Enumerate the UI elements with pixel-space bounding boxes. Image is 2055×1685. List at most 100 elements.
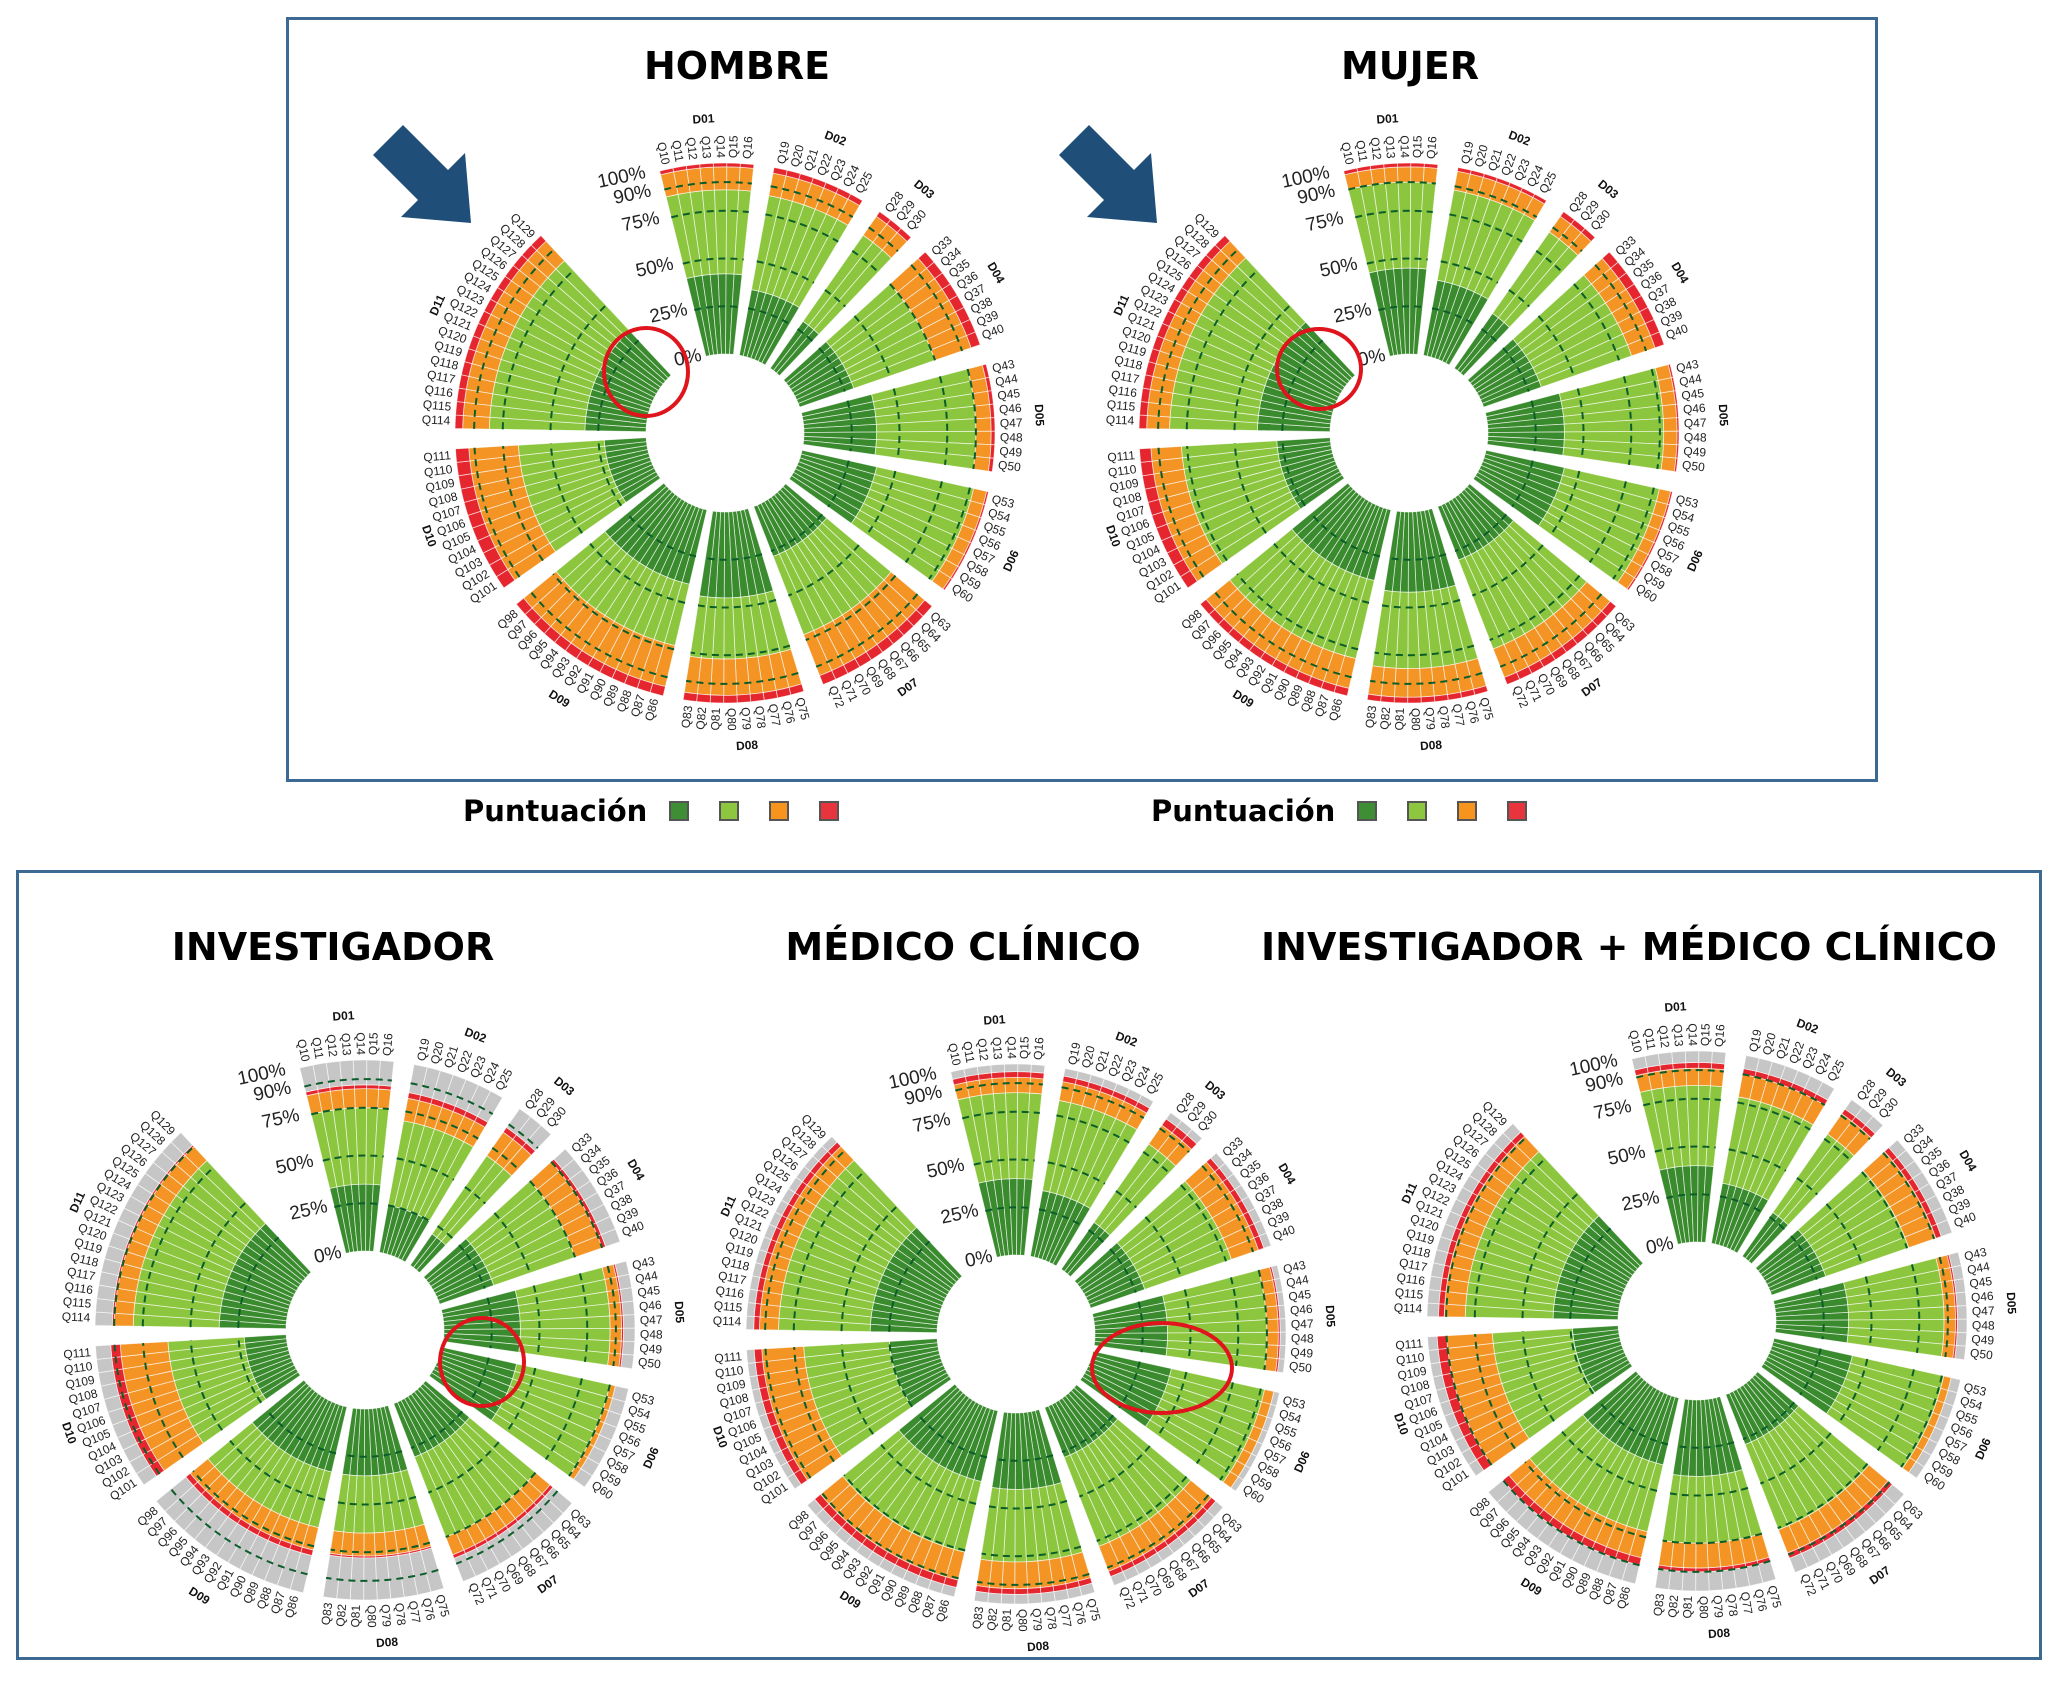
legend-swatch-orange xyxy=(1457,801,1478,821)
bar-segment-red xyxy=(1139,447,1153,463)
gridline-50 xyxy=(697,598,777,609)
bar-segment-red xyxy=(1017,1071,1032,1079)
gridline-90 xyxy=(455,1490,559,1565)
gridline-50 xyxy=(756,260,815,284)
gridline-25 xyxy=(797,328,814,342)
bar-segment-grey xyxy=(1000,1593,1016,1605)
gridline-90 xyxy=(473,447,521,578)
question-label: Q87 xyxy=(268,1590,288,1616)
bar-segment-grey xyxy=(1955,1291,1967,1307)
gridline-90 xyxy=(910,264,964,352)
bar-segment-red xyxy=(456,460,473,477)
bar-segment-red xyxy=(749,692,765,703)
question-label: Q12 xyxy=(1656,1024,1673,1049)
question-label: Q79 xyxy=(378,1604,394,1628)
domain-label: D05 xyxy=(1323,1305,1338,1328)
domain-label: D04 xyxy=(1275,1161,1298,1187)
gridline-90 xyxy=(966,368,977,470)
bar-segment-grey xyxy=(1681,1571,1697,1592)
question-label: Q46 xyxy=(1289,1302,1313,1318)
question-label: Q16 xyxy=(1712,1023,1728,1047)
question-label: Q76 xyxy=(1463,700,1482,726)
gridline-50 xyxy=(1381,598,1461,609)
question-label: Q19 xyxy=(414,1037,432,1062)
scale-label: 50% xyxy=(1318,253,1360,281)
domain-label: D02 xyxy=(823,128,849,149)
question-label: Q15 xyxy=(726,135,741,158)
question-label: Q81 xyxy=(1392,707,1407,730)
question-label: Q75 xyxy=(1477,696,1497,722)
bar-segment-red xyxy=(1410,162,1425,168)
bar-segment-red xyxy=(942,577,953,591)
question-label: Q21 xyxy=(1485,147,1505,173)
center-hole xyxy=(646,354,804,512)
bar-segment-red xyxy=(1393,696,1409,704)
domain-label: D06 xyxy=(1000,548,1022,574)
gridline-50 xyxy=(493,1212,531,1274)
gridline-75 xyxy=(310,1106,389,1116)
bar-segment-grey xyxy=(1279,1331,1287,1347)
bar-segment-grey xyxy=(95,1298,115,1314)
bar-segment-red xyxy=(1141,473,1157,490)
bar-segment-orange xyxy=(723,658,738,696)
bar-segment-red xyxy=(1685,1062,1700,1069)
gridline-25 xyxy=(846,400,853,452)
gridline-90 xyxy=(815,593,919,668)
question-label: Q20 xyxy=(428,1040,447,1066)
question-label: Q16 xyxy=(380,1032,396,1056)
gridline-25 xyxy=(345,1450,403,1458)
bottom-panel-frame xyxy=(16,870,2042,1660)
gridline-25 xyxy=(1378,305,1423,311)
bar-segment-grey xyxy=(1429,1361,1443,1378)
gridline-25 xyxy=(1480,328,1498,342)
legend-label: Puntuación xyxy=(1151,794,1336,828)
question-label: Q114 xyxy=(1394,1301,1423,1316)
gridline-25 xyxy=(334,1202,379,1208)
bar-segment-orange xyxy=(1370,167,1386,186)
gridline-25 xyxy=(437,1225,454,1239)
question-label: Q117 xyxy=(1110,367,1141,386)
bar-segment-red xyxy=(1383,162,1398,169)
bar-segment-red xyxy=(353,1084,368,1090)
scale-label: 25% xyxy=(939,1200,981,1228)
bar-segment-red xyxy=(455,447,471,463)
gridline-25 xyxy=(705,553,763,561)
question-label: Q81 xyxy=(1680,1595,1695,1618)
gridline-25 xyxy=(467,1357,490,1405)
bar-segment-grey xyxy=(1053,1588,1070,1602)
question-label: Q47 xyxy=(1291,1317,1314,1332)
gridline-50 xyxy=(549,304,607,431)
bar-segment-red xyxy=(1698,1062,1713,1070)
bar-segment-grey xyxy=(621,1300,635,1316)
question-label: Q77 xyxy=(766,703,784,728)
scale-label: 50% xyxy=(274,1150,316,1178)
question-label: Q10 xyxy=(1338,141,1357,167)
question-label: Q13 xyxy=(1382,135,1398,159)
bar-segment-orange xyxy=(974,443,992,459)
question-label: Q54 xyxy=(986,505,1012,525)
bar-segment-grey xyxy=(1707,1570,1724,1592)
question-label: Q109 xyxy=(424,476,456,495)
bar-segment-orange xyxy=(974,404,992,420)
question-label: Q11 xyxy=(1353,139,1371,163)
question-label: Q111 xyxy=(63,1345,92,1361)
bar-segment-red xyxy=(1214,234,1231,251)
question-label: Q81 xyxy=(348,1604,363,1627)
question-label: Q45 xyxy=(1681,386,1706,403)
legend-swatch-red xyxy=(1507,801,1528,821)
gridline-90 xyxy=(1594,264,1648,352)
question-label: Q12 xyxy=(684,136,701,161)
domain-label: D08 xyxy=(1420,738,1443,754)
bar-segment-grey xyxy=(363,1557,378,1601)
question-label: Q48 xyxy=(1291,1331,1314,1345)
bar-segment-grey xyxy=(1954,1344,1967,1361)
gridline-75 xyxy=(491,1146,519,1170)
domain-label: D07 xyxy=(1867,1563,1893,1587)
bar-segment-grey xyxy=(987,1592,1003,1605)
domain-label: D02 xyxy=(463,1025,489,1046)
domain-label: D10 xyxy=(1103,523,1124,549)
question-label: Q12 xyxy=(324,1033,341,1058)
question-label: Q54 xyxy=(1670,505,1696,525)
bar-segment-red xyxy=(1423,163,1439,169)
bar-segment-red xyxy=(1396,162,1412,168)
